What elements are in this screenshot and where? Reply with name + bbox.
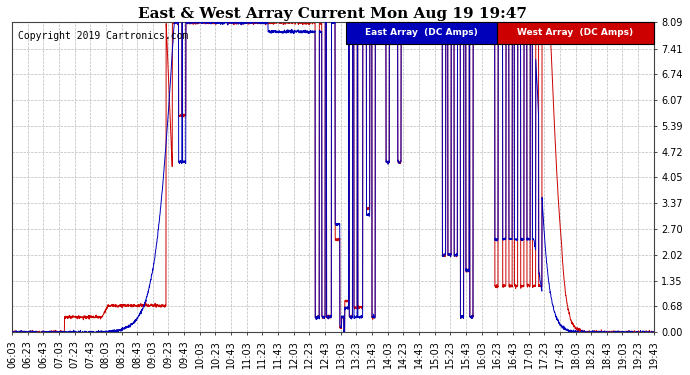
Text: Copyright 2019 Cartronics.com: Copyright 2019 Cartronics.com (19, 32, 189, 41)
Text: West Array  (DC Amps): West Array (DC Amps) (518, 28, 633, 38)
FancyBboxPatch shape (346, 22, 497, 44)
Title: East & West Array Current Mon Aug 19 19:47: East & West Array Current Mon Aug 19 19:… (139, 7, 527, 21)
FancyBboxPatch shape (497, 22, 654, 44)
Text: East Array  (DC Amps): East Array (DC Amps) (365, 28, 477, 38)
